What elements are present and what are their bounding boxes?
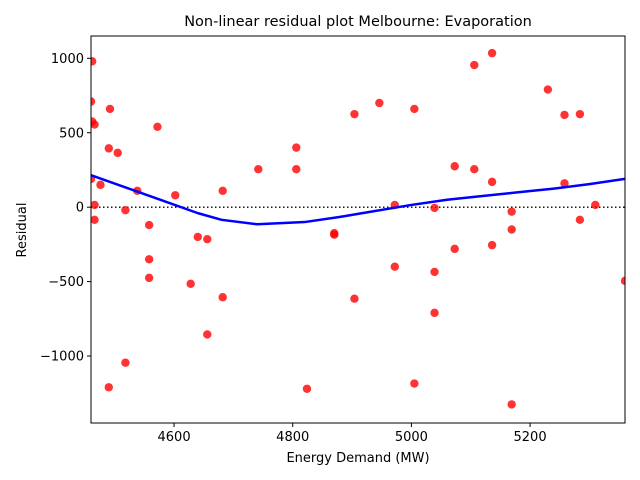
x-tick-label: 4800 [276,430,309,445]
data-point [430,203,439,213]
x-axis-label: Energy Demand (MW) [286,451,429,466]
data-point [543,85,553,94]
data-point [91,57,97,66]
data-point [91,120,99,129]
data-point [470,60,479,70]
data-point [487,48,497,58]
data-point [620,276,625,286]
data-point [105,104,115,114]
data-point [591,200,600,210]
data-point [203,234,212,244]
y-axis-ticks: −1000 −500 0 500 1000 [40,52,91,365]
y-tick-label: 500 [59,126,84,141]
y-tick-label: −500 [48,275,84,290]
data-point [91,215,99,225]
x-tick-label: 5200 [514,430,547,445]
data-point [218,186,227,195]
data-point [203,330,212,339]
data-point [470,165,479,174]
data-point [96,180,105,190]
y-tick-label: 1000 [51,52,84,67]
data-point [104,144,114,153]
data-point [153,122,162,131]
data-point [91,97,96,106]
data-point [430,308,439,318]
data-point [186,279,195,289]
data-point [390,262,399,271]
data-point [507,225,516,234]
y-tick-label: −1000 [40,350,84,365]
data-point [104,383,114,392]
data-point [575,215,585,225]
x-tick-label: 5000 [395,430,428,445]
data-point [410,104,419,114]
fit-curve [91,173,625,226]
data-point [350,294,359,303]
data-point [292,143,301,152]
data-point [302,384,312,393]
y-axis-label: Residual [15,203,30,258]
data-point [560,179,569,188]
x-tick-label: 4600 [158,430,191,445]
data-point [487,240,497,250]
data-point [193,232,202,242]
data-point [144,273,154,283]
data-point [113,148,122,158]
chart-title: Non-linear residual plot Melbourne: Evap… [184,14,532,30]
data-point [292,165,301,174]
data-point [450,244,459,254]
data-point [218,293,227,302]
data-point [91,200,99,210]
plot-frame [90,35,626,424]
data-point [171,191,180,200]
data-point [330,230,339,239]
data-point [144,220,154,230]
x-axis-ticks: 4600 4800 5000 5200 [158,423,547,445]
data-point [487,177,497,187]
data-point [375,98,384,108]
data-point [507,400,516,409]
data-point [575,109,585,119]
data-point [507,207,516,216]
data-point [410,379,419,388]
data-point [254,165,263,174]
y-tick-label: 0 [76,201,84,216]
data-point [121,205,130,215]
data-point [560,110,569,120]
plot-area [91,48,625,409]
data-point [121,358,130,367]
data-point [450,162,459,171]
data-point [144,255,154,264]
data-point [350,109,359,119]
data-point [430,267,439,277]
